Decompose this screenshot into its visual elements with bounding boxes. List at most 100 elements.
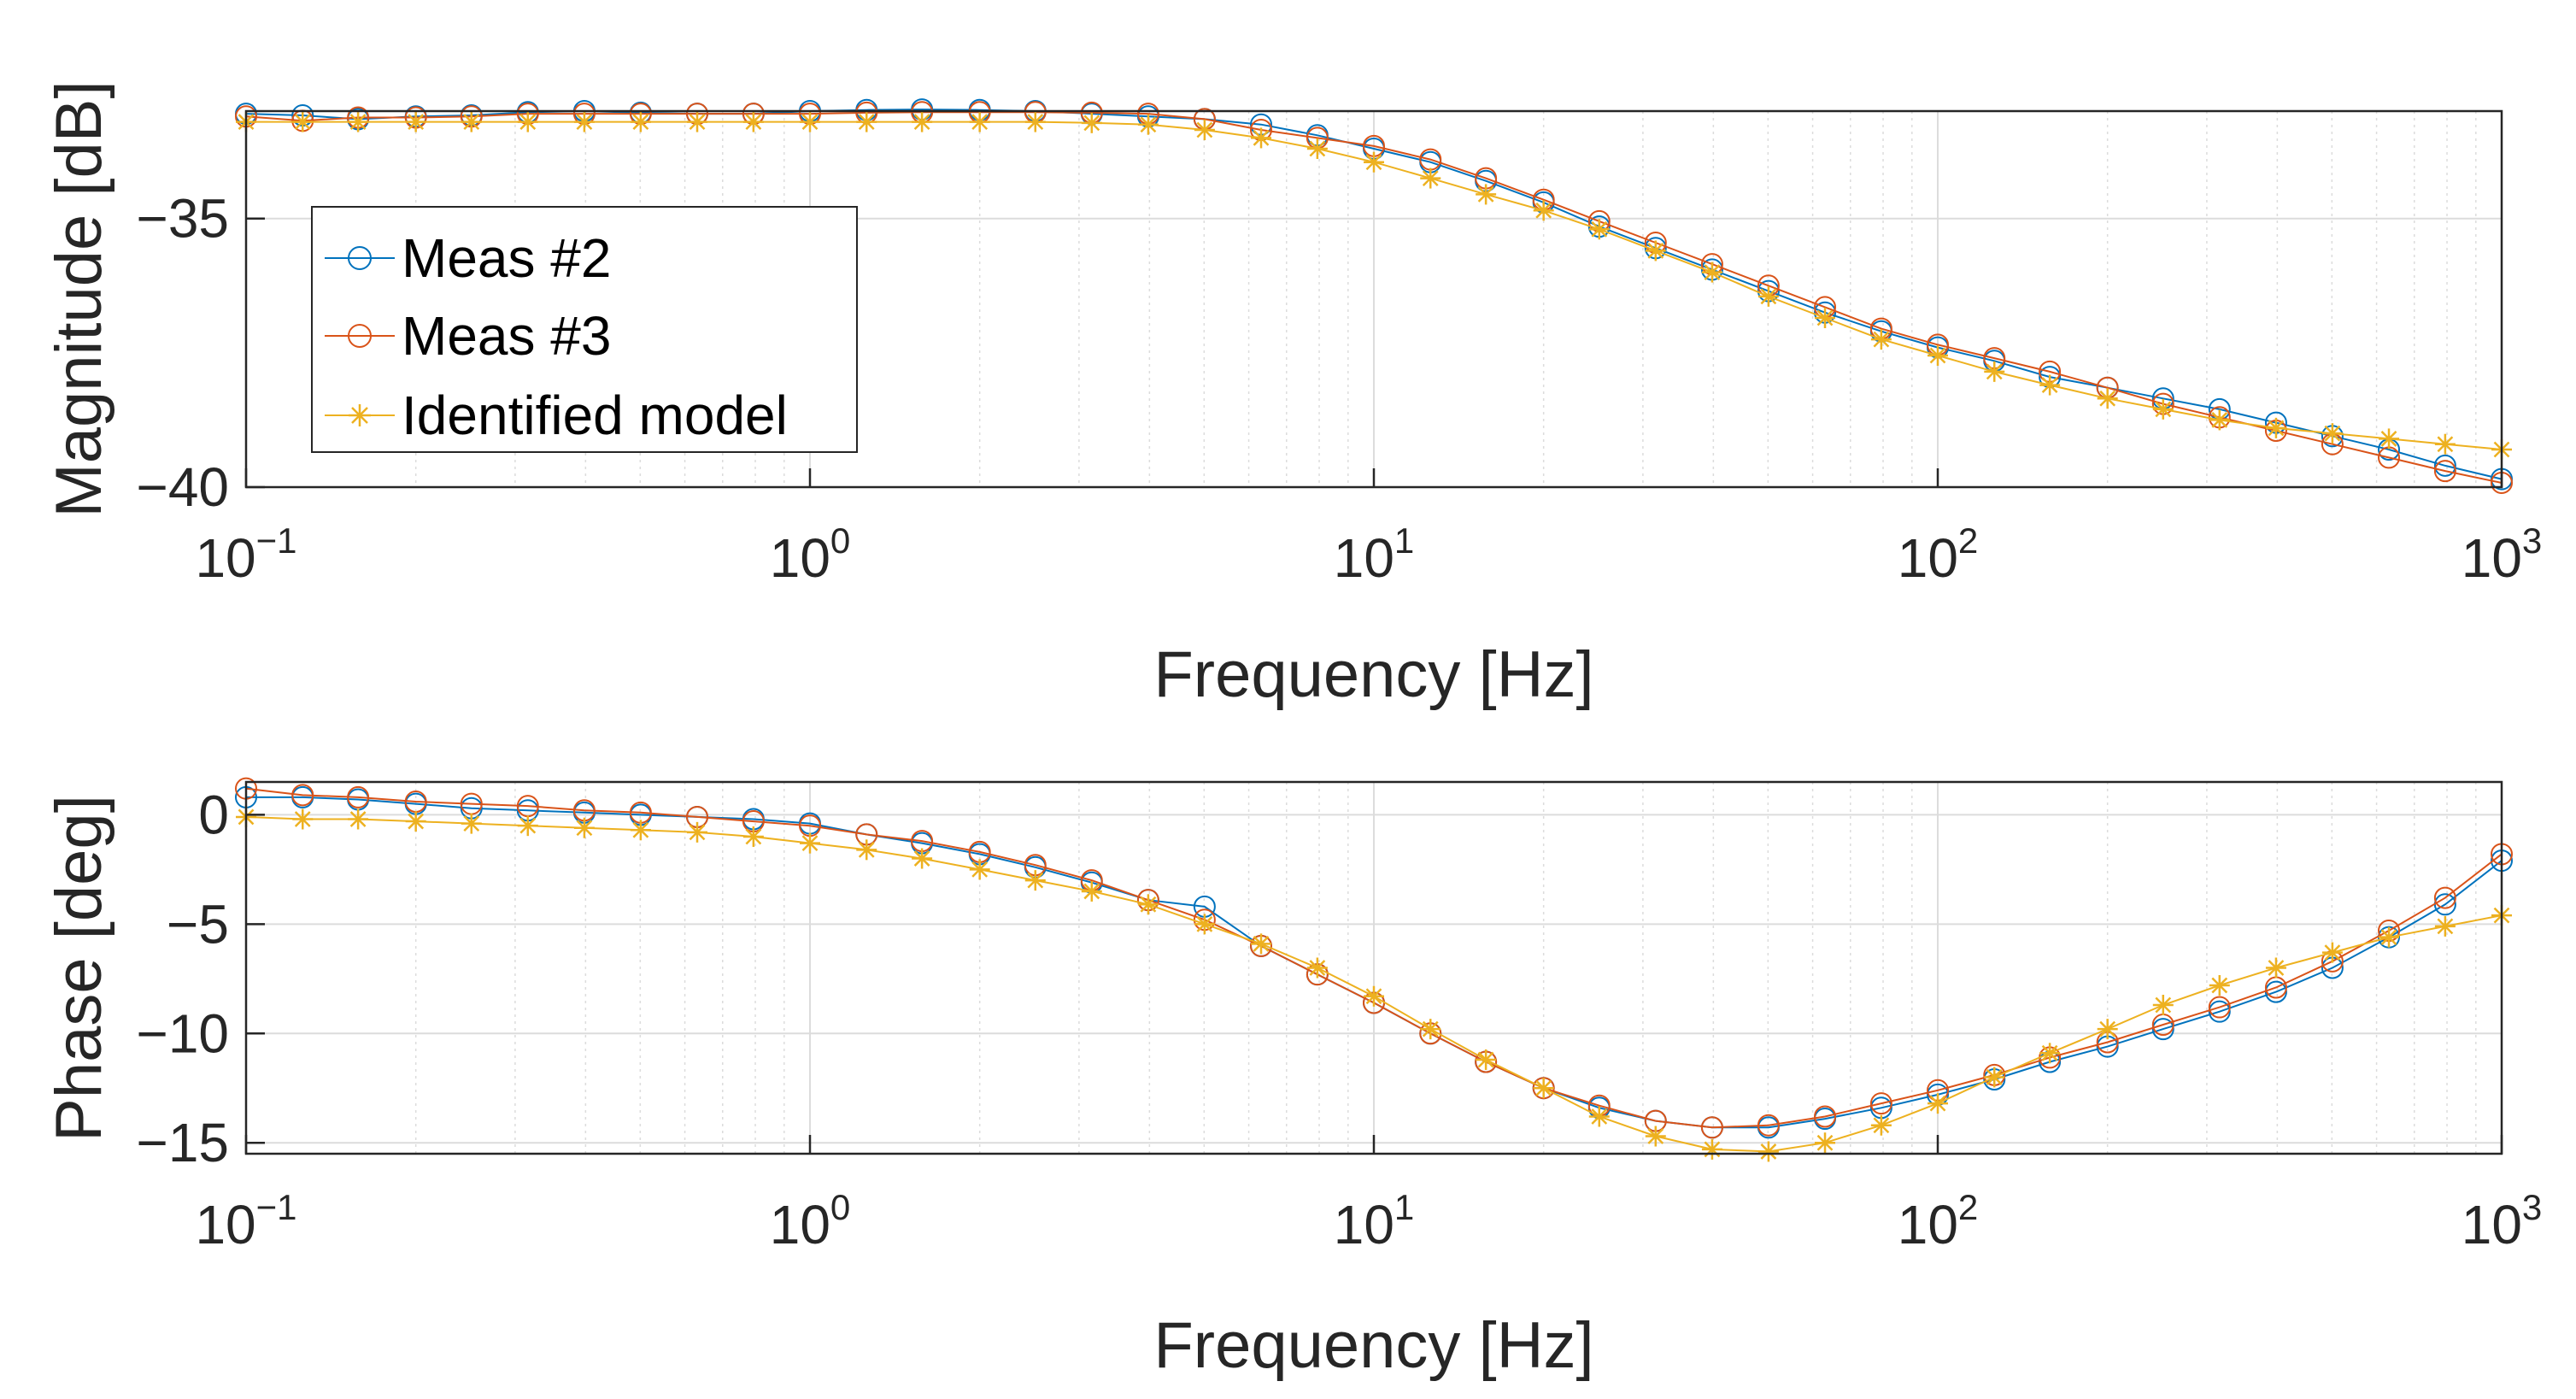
magnitude-point-identified-model — [1701, 262, 1722, 283]
phase-point-identified-model — [1081, 880, 1102, 902]
phase-point-meas-3 — [2433, 886, 2456, 909]
phase-point-identified-model — [405, 811, 426, 832]
phase-point-identified-model — [2152, 995, 2174, 1015]
magnitude-point-identified-model — [1757, 285, 1779, 307]
magnitude-point-identified-model — [1194, 120, 1215, 140]
phase-point-identified-model — [2097, 1019, 2118, 1040]
magnitude-y-ticks: −35 −40 — [136, 188, 265, 518]
phase-x-tick-label-4: 103 — [2462, 1187, 2543, 1255]
phase-point-identified-model — [800, 832, 820, 854]
phase-point-meas-3 — [1700, 1116, 1723, 1139]
magnitude-x-tick-label-3: 102 — [1898, 520, 1979, 589]
magnitude-point-identified-model — [1588, 219, 1610, 240]
phase-point-identified-model — [1251, 933, 1272, 955]
magnitude-line-meas-2 — [245, 109, 2503, 480]
phase-point-identified-model — [1984, 1067, 2005, 1088]
phase-point-identified-model — [2379, 926, 2400, 948]
phase-point-identified-model — [1645, 1126, 1666, 1147]
phase-y-axis-label: Phase [deg] — [43, 795, 115, 1142]
magnitude-point-identified-model — [1024, 111, 1046, 132]
magnitude-point-identified-model — [405, 111, 426, 132]
magnitude-point-identified-model — [1984, 361, 2005, 382]
phase-point-meas-3 — [291, 784, 314, 807]
phase-point-identified-model — [2265, 957, 2286, 979]
legend-label-identified-model: Identified model — [402, 385, 788, 446]
magnitude-point-meas-2 — [2433, 454, 2456, 477]
legend: Meas #2 Meas #3 Identified model — [311, 206, 858, 453]
phase-point-meas-3 — [1814, 1105, 1837, 1128]
phase-point-identified-model — [2209, 974, 2230, 996]
phase-y-tick-label-3: −15 — [136, 1112, 229, 1173]
magnitude-point-identified-model — [1815, 308, 1836, 328]
magnitude-point-identified-model — [1137, 114, 1159, 135]
phase-point-identified-model — [1476, 1049, 1497, 1070]
magnitude-point-identified-model — [2321, 423, 2343, 444]
magnitude-x-tick-label-0: 10−1 — [195, 520, 296, 589]
phase-point-identified-model — [1588, 1106, 1610, 1127]
magnitude-point-identified-model — [2209, 409, 2230, 431]
phase-point-identified-model — [1364, 985, 1384, 1007]
phase-point-identified-model — [1137, 894, 1159, 915]
magnitude-point-identified-model — [348, 111, 369, 132]
phase-point-identified-model — [856, 839, 877, 861]
magnitude-x-tick-label-1: 100 — [770, 520, 851, 589]
magnitude-point-identified-model — [517, 111, 538, 132]
phase-y-tick-label-2: −10 — [136, 1002, 229, 1064]
magnitude-x-axis-label: Frequency [Hz] — [1153, 638, 1593, 711]
magnitude-point-identified-model — [1306, 138, 1328, 159]
phase-point-identified-model — [2434, 915, 2456, 937]
phase-point-identified-model — [912, 848, 933, 869]
phase-x-tick-label-0: 10−1 — [195, 1187, 296, 1255]
phase-point-meas-2 — [2208, 1000, 2231, 1023]
legend-marker-meas2 — [348, 246, 372, 270]
magnitude-x-tick-label-4: 103 — [2462, 520, 2543, 589]
magnitude-point-identified-model — [1420, 168, 1441, 189]
phase-y-tick-label-0: 0 — [198, 784, 229, 845]
magnitude-point-identified-model — [1364, 151, 1384, 173]
phase-point-identified-model — [742, 826, 764, 847]
phase-point-identified-model — [1701, 1138, 1722, 1160]
phase-point-identified-model — [461, 813, 482, 834]
phase-point-identified-model — [687, 821, 708, 843]
phase-point-identified-model — [1194, 914, 1215, 935]
magnitude-point-identified-model — [1533, 200, 1554, 221]
phase-y-tick-label-1: −5 — [167, 893, 229, 955]
magnitude-panel: −35 −40 10−1 100 101 102 103 Frequency [Hz] M… — [43, 80, 2542, 711]
magnitude-y-axis-label: Magnitude [dB] — [43, 80, 115, 517]
phase-point-identified-model — [517, 815, 538, 837]
phase-point-meas-3 — [347, 785, 370, 808]
phase-point-meas-3 — [1869, 1092, 1892, 1115]
phase-point-identified-model — [1024, 870, 1046, 891]
phase-point-identified-model — [292, 808, 314, 830]
phase-point-identified-model — [969, 859, 990, 880]
phase-point-identified-model — [2321, 942, 2343, 963]
legend-marker-identified-model — [349, 404, 371, 426]
phase-x-axis-label: Frequency [Hz] — [1153, 1309, 1593, 1382]
phase-point-identified-model — [630, 820, 651, 841]
magnitude-point-identified-model — [856, 111, 877, 132]
magnitude-point-identified-model — [1928, 345, 1948, 366]
legend-entry-meas3: Meas #3 — [325, 305, 611, 367]
magnitude-point-identified-model — [1645, 240, 1666, 262]
phase-grid — [245, 782, 2503, 1154]
legend-box — [311, 206, 858, 453]
magnitude-point-identified-model — [2265, 417, 2286, 438]
phase-y-ticks: 0 −5 −10 −15 — [136, 784, 265, 1173]
legend-label-meas2: Meas #2 — [402, 227, 611, 289]
phase-x-tick-label-2: 101 — [1334, 1187, 1415, 1255]
legend-marker-meas3 — [348, 324, 372, 348]
magnitude-line-meas-3 — [245, 111, 2503, 484]
phase-point-identified-model — [1870, 1114, 1892, 1136]
phase-point-meas-2 — [2151, 1018, 2174, 1041]
phase-x-tick-label-3: 102 — [1898, 1187, 1979, 1255]
magnitude-point-identified-model — [630, 111, 651, 132]
magnitude-point-identified-model — [573, 111, 595, 132]
legend-label-meas3: Meas #3 — [402, 305, 611, 367]
phase-point-meas-3 — [2208, 996, 2231, 1019]
phase-point-identified-model — [1928, 1093, 1948, 1114]
magnitude-point-identified-model — [2097, 388, 2118, 409]
magnitude-y-tick-label-0: −35 — [136, 188, 229, 250]
phase-point-identified-model — [1420, 1019, 1441, 1040]
magnitude-point-identified-model — [292, 111, 314, 132]
